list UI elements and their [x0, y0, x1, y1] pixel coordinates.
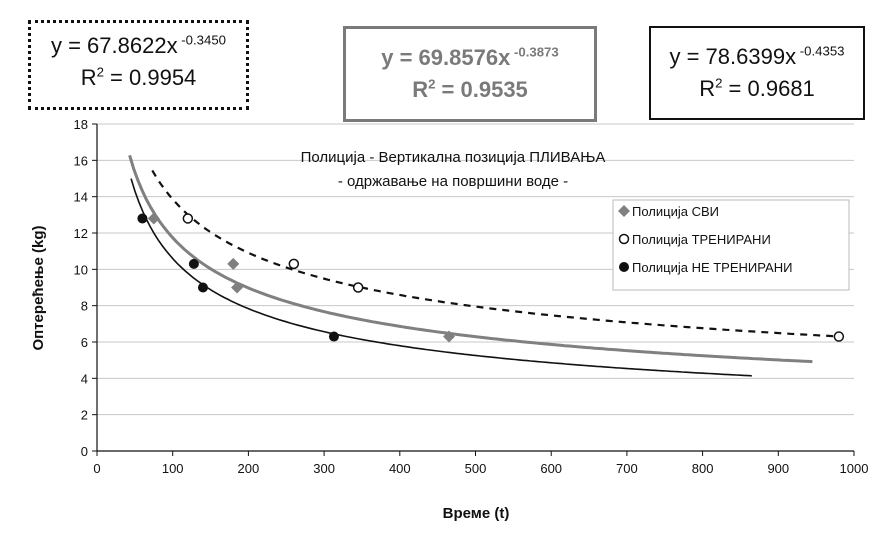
r2-value: = 0.9535: [435, 76, 528, 102]
data-point: [833, 331, 845, 342]
chart-subtitle: - одржавање на површини воде -: [338, 173, 568, 190]
x-tick-label: 900: [767, 461, 789, 476]
r2-label: R: [412, 76, 429, 102]
trendlines: [128, 154, 838, 377]
legend-label: Полиција НЕ ТРЕНИРАНИ: [632, 260, 792, 275]
chart-title: Полиција - Вертикална позиција ПЛИВАЊА: [301, 149, 606, 166]
y-tick-label: 2: [81, 408, 88, 423]
x-tick-label: 200: [238, 461, 260, 476]
y-tick-label: 12: [74, 226, 88, 241]
r2-superscript: 2: [715, 75, 723, 91]
legend-marker: [618, 233, 630, 245]
equation-formula: y = 67.8622x: [50, 33, 178, 58]
legend-label: Полиција СВИ: [632, 204, 719, 219]
equation-box-all: y = 69.8576x -0.3873 R2 = 0.9535: [343, 26, 597, 122]
equation-exponent: -0.4353: [796, 43, 845, 59]
y-tick-label: 8: [81, 299, 88, 314]
y-tick-label: 4: [81, 371, 88, 386]
x-tick-label: 0: [93, 461, 100, 476]
legend: Полиција СВИ Полиција ТРЕНИРАНИ Полиција Н…: [612, 199, 850, 291]
legend-marker: [619, 262, 629, 272]
equation-formula: y = 78.6399x: [669, 44, 797, 69]
x-tick-label: 500: [465, 461, 487, 476]
legend-box: [612, 199, 850, 291]
equation-box-trained: y = 67.8622x -0.3450 R2 = 0.9954: [28, 20, 249, 110]
trendline: [130, 178, 752, 377]
r2-superscript: 2: [96, 64, 104, 80]
y-tick-label: 16: [74, 153, 88, 168]
y-tick-label: 6: [81, 335, 88, 350]
data-point: [227, 257, 240, 270]
data-point: [137, 213, 148, 224]
x-tick-label: 800: [692, 461, 714, 476]
axes: 0 2 4 6 8 10 12 14 16 18 0 100 200 300 400 500 600 700 800…: [74, 117, 869, 476]
x-tick-label: 1000: [840, 461, 869, 476]
x-tick-label: 100: [162, 461, 184, 476]
equation-exponent: -0.3873: [510, 44, 559, 60]
y-tick-label: 14: [74, 190, 88, 205]
x-tick-label: 300: [313, 461, 335, 476]
data-point: [288, 258, 300, 270]
data-point: [182, 213, 194, 224]
legend-label: Полиција ТРЕНИРАНИ: [632, 232, 771, 247]
data-point: [328, 331, 339, 342]
x-tick-label: 700: [616, 461, 638, 476]
y-tick-label: 0: [81, 444, 88, 459]
r2-superscript: 2: [428, 76, 436, 92]
y-axis-label: Оптерећење (kg): [30, 225, 47, 350]
trendline: [151, 169, 838, 338]
y-tick-label: 18: [74, 117, 88, 132]
x-tick-label: 400: [389, 461, 411, 476]
data-point: [147, 212, 160, 225]
r2-value: = 0.9681: [722, 75, 815, 101]
data-point: [352, 282, 364, 293]
data-points: [137, 212, 845, 343]
r2-label: R: [80, 64, 97, 90]
x-tick-label: 600: [540, 461, 562, 476]
r2-label: R: [699, 75, 716, 101]
x-axis-label: Време (t): [443, 505, 510, 522]
equation-formula: y = 69.8576x: [381, 45, 511, 70]
legend-marker: [618, 205, 630, 217]
trendline: [128, 154, 813, 364]
equation-exponent: -0.3450: [177, 32, 226, 48]
data-point: [197, 282, 208, 293]
data-point: [188, 258, 199, 269]
r2-value: = 0.9954: [103, 64, 197, 90]
y-tick-label: 10: [74, 262, 88, 277]
equation-box-untrained: y = 78.6399x -0.4353 R2 = 0.9681: [649, 26, 865, 120]
data-point: [443, 330, 456, 343]
data-point: [231, 281, 244, 294]
